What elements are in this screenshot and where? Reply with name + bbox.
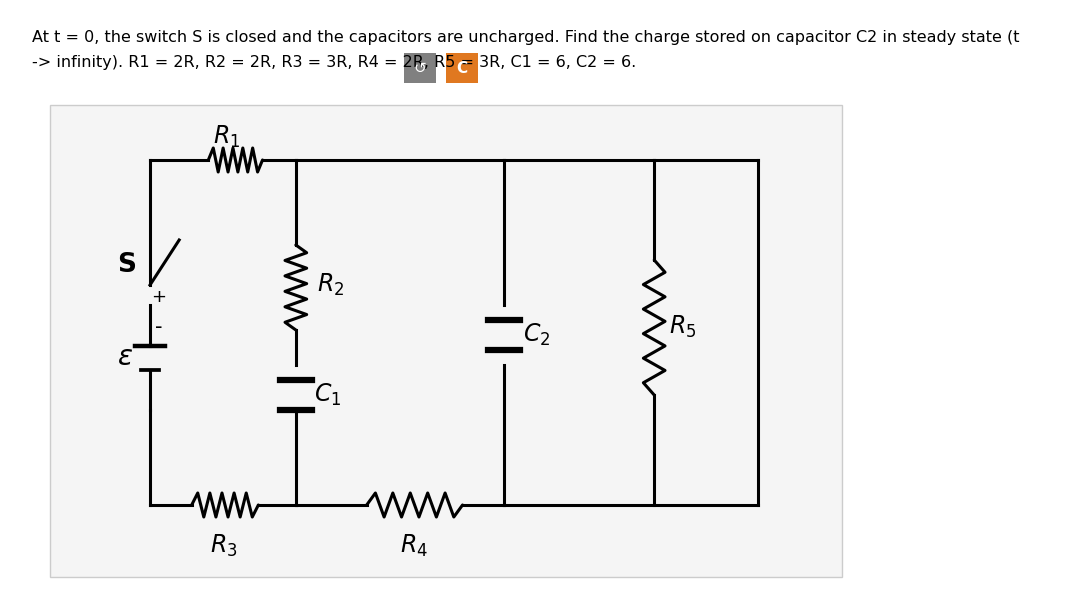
Text: +: +: [151, 288, 166, 306]
Text: -> infinity). R1 = 2R, R2 = 2R, R3 = 3R, R4 = 2R, R5 = 3R, C1 = 6, C2 = 6.: -> infinity). R1 = 2R, R2 = 2R, R3 = 3R,…: [31, 55, 636, 70]
Text: S: S: [117, 252, 136, 278]
Text: At t = 0, the switch S is closed and the capacitors are uncharged. Find the char: At t = 0, the switch S is closed and the…: [31, 30, 1020, 45]
FancyBboxPatch shape: [404, 53, 436, 83]
Text: $\varepsilon$: $\varepsilon$: [117, 343, 133, 371]
Text: -: -: [154, 317, 162, 337]
FancyBboxPatch shape: [446, 53, 477, 83]
Text: C: C: [456, 61, 468, 76]
Text: ↺: ↺: [414, 61, 427, 76]
Text: $C_1$: $C_1$: [314, 382, 341, 408]
Text: $R_2$: $R_2$: [316, 272, 343, 298]
Text: $R_1$: $R_1$: [213, 124, 241, 150]
Text: $R_5$: $R_5$: [670, 314, 697, 340]
Text: $C_2$: $C_2$: [523, 322, 550, 348]
Text: $R_4$: $R_4$: [401, 533, 428, 559]
Text: $R_3$: $R_3$: [210, 533, 238, 559]
FancyBboxPatch shape: [50, 105, 841, 577]
